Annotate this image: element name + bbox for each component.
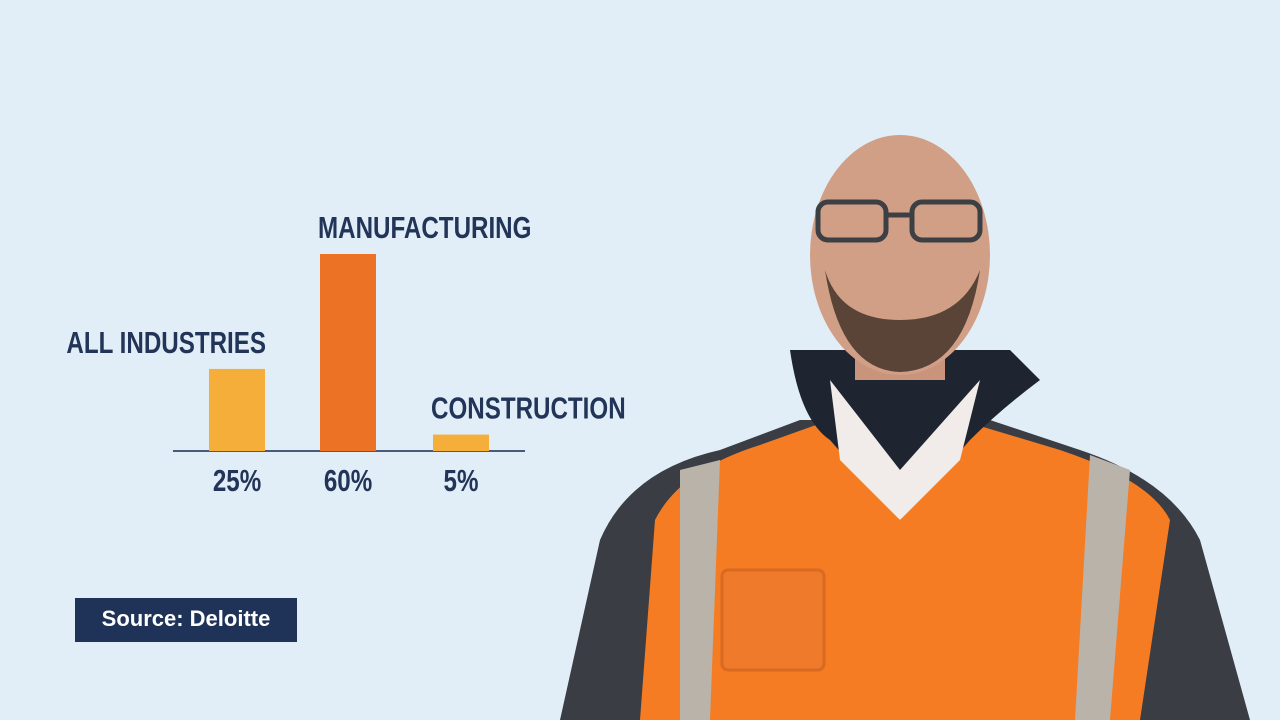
source-box [75, 598, 297, 642]
value-label: 5% [444, 463, 479, 498]
bar-chart: ALL INDUSTRIES 25% MANUFACTURING 60% CONSTRU… [66, 210, 625, 498]
presenter [560, 135, 1250, 720]
category-label: ALL INDUSTRIES [66, 325, 266, 360]
bar [320, 254, 376, 451]
source-label: Source: Deloitte [102, 606, 271, 631]
category-label: CONSTRUCTION [431, 391, 626, 426]
value-label: 60% [324, 463, 372, 498]
bar [433, 434, 489, 451]
category-label: MANUFACTURING [318, 210, 531, 245]
bar [209, 368, 265, 451]
value-label: 25% [213, 463, 261, 498]
